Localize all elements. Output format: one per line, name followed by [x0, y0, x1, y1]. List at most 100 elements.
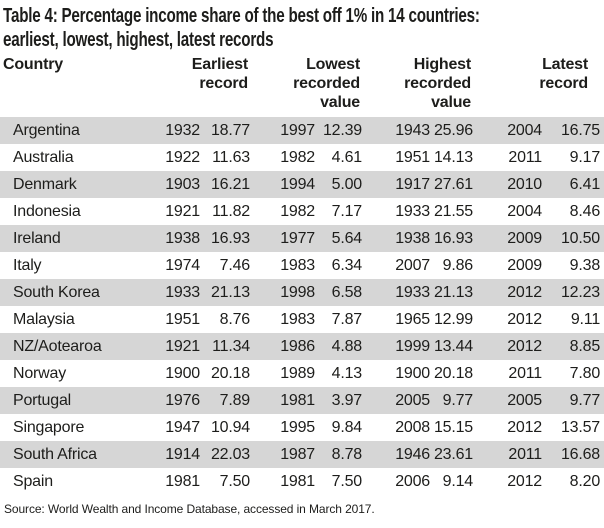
cell-latest-value: 8.20 — [569, 472, 601, 490]
cell-earliest-year: 1976 — [150, 387, 200, 414]
table-row: Singapore 1947 10.94 1995 9.84 2008 15.15 2012 1… — [0, 414, 604, 441]
cell-lowest-year: 1982 — [280, 148, 315, 166]
cell-latest-value: 12.23 — [542, 279, 604, 306]
cell-highest-year: 2006 — [395, 472, 430, 490]
cell-latest-year: 2011 — [508, 148, 542, 166]
cell-lowest-year: 1994 — [250, 171, 315, 198]
cell-highest-year: 1943 — [362, 117, 430, 144]
cell-lowest-year: 1983 — [280, 310, 315, 328]
table-row: South Korea 1933 21.13 1998 6.58 1933 21.13 201… — [0, 279, 604, 306]
cell-latest-value: 16.75 — [542, 117, 604, 144]
col-header-latest-record: Latest record — [539, 56, 589, 92]
cell-earliest-year: 1921 — [150, 333, 200, 360]
cell-country: Norway — [13, 364, 67, 382]
cell-lowest-value: 6.34 — [331, 256, 363, 274]
cell-lowest-year: 1983 — [280, 256, 315, 274]
col-header-earliest-record: Earliest record — [191, 56, 248, 92]
cell-lowest-value: 4.13 — [331, 364, 363, 382]
cell-country: Australia — [13, 148, 74, 166]
table-title-line1: Table 4: Percentage income share of the … — [3, 5, 480, 27]
cell-country: Italy — [13, 256, 42, 274]
cell-earliest-value: 11.82 — [212, 202, 250, 220]
cell-latest-value: 13.57 — [560, 418, 601, 436]
col-header-country: Country — [3, 56, 63, 73]
cell-highest-year: 1951 — [395, 148, 430, 166]
cell-earliest-value: 11.63 — [212, 148, 250, 166]
cell-lowest-value: 8.78 — [315, 441, 362, 468]
cell-latest-year: 2012 — [473, 279, 542, 306]
cell-highest-value: 9.77 — [430, 387, 473, 414]
cell-earliest-year: 1947 — [165, 418, 200, 436]
cell-country: Argentina — [0, 117, 150, 144]
cell-highest-year: 2005 — [362, 387, 430, 414]
cell-highest-value: 13.44 — [430, 333, 473, 360]
cell-earliest-year: 1900 — [165, 364, 200, 382]
table-row: Ireland 1938 16.93 1977 5.64 1938 16.93 2009 10.… — [0, 225, 604, 252]
cell-lowest-value: 7.50 — [331, 472, 363, 490]
table-row: Portugal 1976 7.89 1981 3.97 2005 9.77 2005 9.77 — [0, 387, 604, 414]
header-row: Country Earliest record Lowest recorded … — [0, 55, 604, 117]
cell-earliest-year: 1921 — [165, 202, 200, 220]
cell-highest-year: 1999 — [362, 333, 430, 360]
cell-earliest-value: 11.34 — [200, 333, 250, 360]
cell-highest-value: 27.61 — [430, 171, 473, 198]
cell-latest-year: 2004 — [507, 202, 542, 220]
table-row: Norway 1900 20.18 1989 4.13 1900 20.18 2011 7.80 — [0, 360, 604, 387]
cell-lowest-year: 1977 — [250, 225, 315, 252]
cell-lowest-value: 5.00 — [315, 171, 362, 198]
cell-highest-value: 12.99 — [433, 310, 473, 328]
table-row: Argentina 1932 18.77 1997 12.39 1943 25.96 2004… — [0, 117, 604, 144]
cell-lowest-value: 4.61 — [331, 148, 363, 166]
table-row: Malaysia 1951 8.76 1983 7.87 1965 12.99 2012 9.1… — [0, 306, 604, 333]
cell-lowest-value: 12.39 — [315, 117, 362, 144]
cell-lowest-year: 1998 — [250, 279, 315, 306]
table-row: NZ/Aotearoa 1921 11.34 1986 4.88 1999 13.44 201… — [0, 333, 604, 360]
cell-highest-year: 1933 — [395, 202, 430, 220]
col-header-highest-recorded-value: Highest recorded value — [404, 56, 471, 111]
cell-latest-value: 9.38 — [569, 256, 601, 274]
cell-country: NZ/Aotearoa — [0, 333, 150, 360]
cell-earliest-value: 16.21 — [200, 171, 250, 198]
cell-country: Spain — [13, 472, 53, 490]
cell-earliest-value: 10.94 — [210, 418, 250, 436]
cell-earliest-year: 1974 — [165, 256, 200, 274]
cell-lowest-value: 6.58 — [315, 279, 362, 306]
cell-latest-year: 2012 — [473, 333, 542, 360]
cell-country: South Korea — [0, 279, 150, 306]
cell-latest-year: 2005 — [473, 387, 542, 414]
cell-highest-year: 1933 — [362, 279, 430, 306]
cell-earliest-value: 7.50 — [219, 472, 251, 490]
cell-lowest-year: 1982 — [280, 202, 315, 220]
cell-earliest-value: 18.77 — [200, 117, 250, 144]
cell-latest-year: 2011 — [473, 441, 542, 468]
cell-lowest-year: 1981 — [250, 387, 315, 414]
cell-lowest-year: 1995 — [280, 418, 315, 436]
table-row: South Africa 1914 22.03 1987 8.78 1946 23.61 20… — [0, 441, 604, 468]
cell-earliest-year: 1981 — [165, 472, 200, 490]
cell-lowest-value: 7.17 — [331, 202, 363, 220]
cell-highest-value: 16.93 — [430, 225, 473, 252]
source-note: Source: World Wealth and Income Database… — [4, 502, 375, 516]
table-body: Argentina 1932 18.77 1997 12.39 1943 25.96 2004… — [0, 117, 604, 495]
cell-latest-year: 2009 — [473, 225, 542, 252]
cell-latest-value: 8.85 — [542, 333, 604, 360]
cell-lowest-value: 3.97 — [315, 387, 362, 414]
cell-highest-year: 2008 — [395, 418, 430, 436]
cell-latest-value: 9.11 — [570, 310, 601, 328]
cell-highest-year: 1900 — [395, 364, 430, 382]
cell-lowest-year: 1981 — [280, 472, 315, 490]
cell-latest-year: 2012 — [507, 310, 542, 328]
cell-earliest-year: 1932 — [150, 117, 200, 144]
table-title: Table 4: Percentage income share of the … — [0, 0, 480, 52]
cell-latest-year: 2009 — [507, 256, 542, 274]
cell-latest-value: 10.50 — [542, 225, 604, 252]
cell-highest-value: 25.96 — [430, 117, 473, 144]
cell-highest-value: 14.13 — [433, 148, 473, 166]
cell-earliest-year: 1922 — [165, 148, 200, 166]
cell-country: Indonesia — [13, 202, 81, 220]
cell-highest-year: 2007 — [395, 256, 430, 274]
cell-country: South Africa — [0, 441, 150, 468]
cell-earliest-value: 16.93 — [200, 225, 250, 252]
cell-latest-year: 2011 — [508, 364, 542, 382]
cell-latest-value: 7.80 — [569, 364, 601, 382]
